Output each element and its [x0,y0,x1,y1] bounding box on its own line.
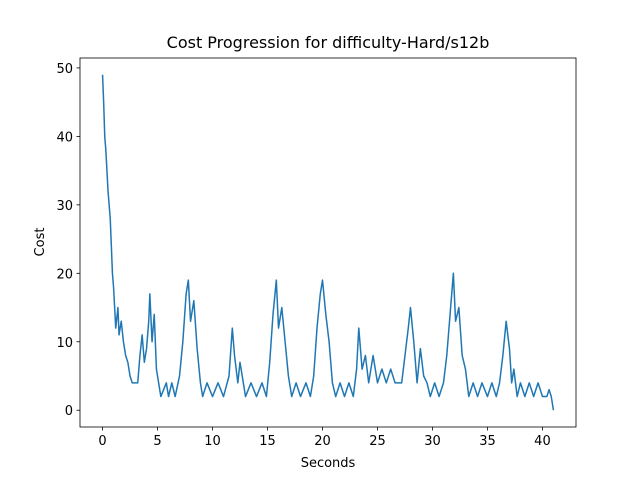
x-tick-label: 40 [534,434,551,449]
y-tick-label: 30 [56,199,73,214]
y-tick-label: 0 [65,404,73,419]
x-tick-label: 35 [479,434,496,449]
x-tick-label: 25 [369,434,386,449]
x-tick-label: 0 [98,434,106,449]
x-tick-label: 5 [153,434,161,449]
data-line [101,74,555,411]
y-tick-label: 50 [56,62,73,77]
x-tick-label: 10 [204,434,221,449]
x-axis-label: Seconds [301,456,356,471]
x-tick-label: 20 [314,434,331,449]
y-tick-label: 10 [56,336,73,351]
y-tick-label: 20 [56,267,73,282]
chart-title: Cost Progression for difficulty-Hard/s12… [167,33,490,52]
y-axis-label: Cost [33,228,48,257]
axes-frame [79,57,577,428]
x-tick-label: 15 [259,434,276,449]
x-tick-label: 30 [424,434,441,449]
y-tick-label: 40 [56,130,73,145]
